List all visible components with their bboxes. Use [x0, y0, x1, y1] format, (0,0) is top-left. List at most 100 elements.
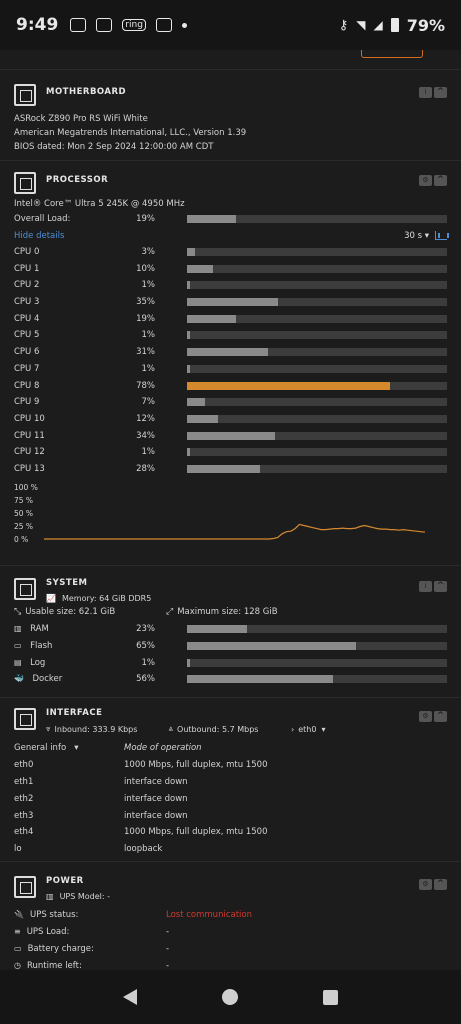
cpu-7-bar: [187, 364, 447, 373]
system-flash-label: ▭ Flash: [14, 641, 53, 652]
overall-load-label: Overall Load:: [14, 214, 71, 225]
interface-name: eth2: [14, 793, 34, 804]
cpu-3-pct: 35%: [136, 297, 155, 308]
partial-button[interactable]: [361, 50, 423, 58]
interface-rows: eth0 1000 Mbps, full duplex, mtu 1500 eth1…: [14, 757, 447, 858]
info-icon[interactable]: i: [419, 580, 432, 592]
hide-details-link[interactable]: Hide details: [14, 230, 65, 241]
interface-name: eth1: [14, 776, 34, 787]
cpu-6-pct: 31%: [136, 347, 155, 358]
size-row: ⤡ Usable size: 62.1 GiB ⤢ Maximum size: 12…: [14, 603, 447, 621]
chart-icon[interactable]: [435, 231, 449, 241]
cpu-4-fill: [187, 314, 237, 323]
general-info-select[interactable]: General info ▾: [14, 743, 79, 754]
outbound-rate: Outbound: 5.7 Mbps: [177, 724, 259, 734]
motherboard-icon: [14, 84, 36, 106]
interface-mode: interface down: [124, 793, 188, 804]
y-tick-label: 75 %: [14, 496, 34, 506]
interface-row: eth4 1000 Mbps, full duplex, mtu 1500: [14, 824, 447, 841]
cpu-5-row: CPU 5 1%: [14, 327, 447, 344]
interval-select[interactable]: 30 s ▾: [404, 230, 429, 241]
cpu-1-fill: [187, 264, 213, 273]
cpu-10-bar: [187, 414, 447, 423]
cpu-7-label: CPU 7: [14, 363, 40, 374]
cpu-8-pct: 78%: [136, 380, 155, 391]
signal-icon: ◢: [373, 18, 383, 32]
cpu-5-label: CPU 5: [14, 330, 40, 341]
gear-icon[interactable]: ⚙: [419, 710, 432, 722]
gear-icon[interactable]: ⚙: [419, 174, 432, 186]
cpu-11-fill: [187, 431, 276, 440]
cpu-0-bar: [187, 248, 447, 257]
info-icon[interactable]: i: [419, 86, 432, 98]
collapse-icon[interactable]: [434, 174, 447, 186]
home-icon[interactable]: [221, 989, 238, 1005]
cpu-12-pct: 1%: [141, 447, 156, 458]
power-row-icon: ≡: [14, 927, 21, 937]
system-title: SYSTEM: [46, 578, 88, 588]
motherboard-header: MOTHERBOARD i: [14, 78, 447, 112]
collapse-icon[interactable]: [434, 878, 447, 890]
cpu-8-bar: [187, 381, 447, 390]
cpu-0-fill: [187, 248, 195, 257]
cpu-0-pct: 3%: [141, 247, 156, 258]
interface-mode: 1000 Mbps, full duplex, mtu 1500: [124, 760, 268, 771]
interface-panel: INTERFACE ⚙ ⩔ Inbound: 333.9 Kbps ⩓ Outb…: [0, 698, 461, 862]
power-row-value: -: [166, 943, 170, 954]
collapse-icon[interactable]: [434, 710, 447, 722]
cpu-11-label: CPU 11: [14, 430, 45, 441]
cpu-7-pct: 1%: [141, 363, 156, 374]
system-log-row: ▤ Log 1%: [14, 654, 447, 671]
inbound-rate: Inbound: 333.9 Kbps: [54, 724, 138, 734]
discord-icon: [96, 18, 113, 32]
cpu-4-pct: 19%: [136, 313, 155, 324]
overall-load-bar: [187, 215, 447, 224]
power-row-value: Lost communication: [166, 910, 252, 921]
motherboard-title: MOTHERBOARD: [46, 87, 127, 97]
system-panel: SYSTEM i 📈 Memory: 64 GiB DDR5 ⤡Usable s…: [0, 566, 461, 698]
cpu-3-label: CPU 3: [14, 297, 40, 308]
power-row-icon: ▭: [14, 943, 22, 953]
back-icon[interactable]: [122, 989, 137, 1005]
collapse-icon[interactable]: [434, 580, 447, 592]
page-content: MOTHERBOARD i ASRock Z890 Pro RS WiFi Wh…: [0, 50, 461, 970]
recents-icon[interactable]: [323, 989, 339, 1005]
system-docker-row: 🐳 Docker 56%: [14, 671, 447, 688]
collapse-icon[interactable]: [434, 86, 447, 98]
power-row-icon: ◷: [14, 960, 21, 970]
cpu-8-fill: [187, 381, 390, 390]
processor-panel: PROCESSOR ⚙ Intel® Core™ Ultra 5 245K @ …: [0, 161, 461, 566]
cpu-9-label: CPU 9: [14, 397, 40, 408]
system-log-pct: 1%: [141, 657, 156, 668]
power-row-label: Runtime left:: [26, 960, 82, 970]
cpu-6-bar: [187, 348, 447, 357]
cpu-7-row: CPU 7 1%: [14, 361, 447, 378]
power-row-label: Battery charge:: [27, 943, 94, 954]
status-bar: 9:49 ring ⚷ ◥ ◢ 79%: [0, 0, 461, 50]
cpu-12-bar: [187, 448, 447, 457]
memory-total: Memory: 64 GiB DDR5: [61, 594, 152, 603]
details-toolbar: Hide details 30 s ▾: [14, 228, 449, 244]
cpu-3-row: CPU 3 35%: [14, 294, 447, 311]
power-row: ▭ Battery charge: -: [14, 941, 447, 958]
processor-model: Intel® Core™ Ultra 5 245K @ 4950 MHz: [14, 199, 185, 209]
wifi-icon: ◥: [356, 18, 366, 32]
interface-header: INTERFACE ⚙: [14, 702, 447, 736]
y-tick-label: 0 %: [14, 535, 29, 545]
cpu-10-pct: 12%: [136, 413, 155, 424]
memory-chip-icon: [14, 578, 36, 600]
cpu-6-fill: [187, 348, 268, 357]
interface-select[interactable]: eth0 ▾: [298, 724, 326, 734]
top-strip: [0, 50, 461, 70]
cpu-2-label: CPU 2: [14, 280, 40, 291]
cpu-8-label: CPU 8: [14, 380, 40, 391]
power-row-icon: 🔌: [14, 910, 24, 920]
system-flash-bar: [187, 642, 447, 651]
power-row-value: -: [166, 960, 170, 970]
cpu-load-line-chart: [44, 524, 426, 540]
gear-icon[interactable]: ⚙: [419, 878, 432, 890]
system-flash-row: ▭ Flash 65%: [14, 638, 447, 655]
power-row: 🔌 UPS status: Lost communication: [14, 907, 447, 924]
power-panel: POWER ⚙ ▥ UPS Model: - 🔌 UPS status: Lost …: [0, 862, 461, 970]
cpu-9-pct: 7%: [141, 397, 156, 408]
